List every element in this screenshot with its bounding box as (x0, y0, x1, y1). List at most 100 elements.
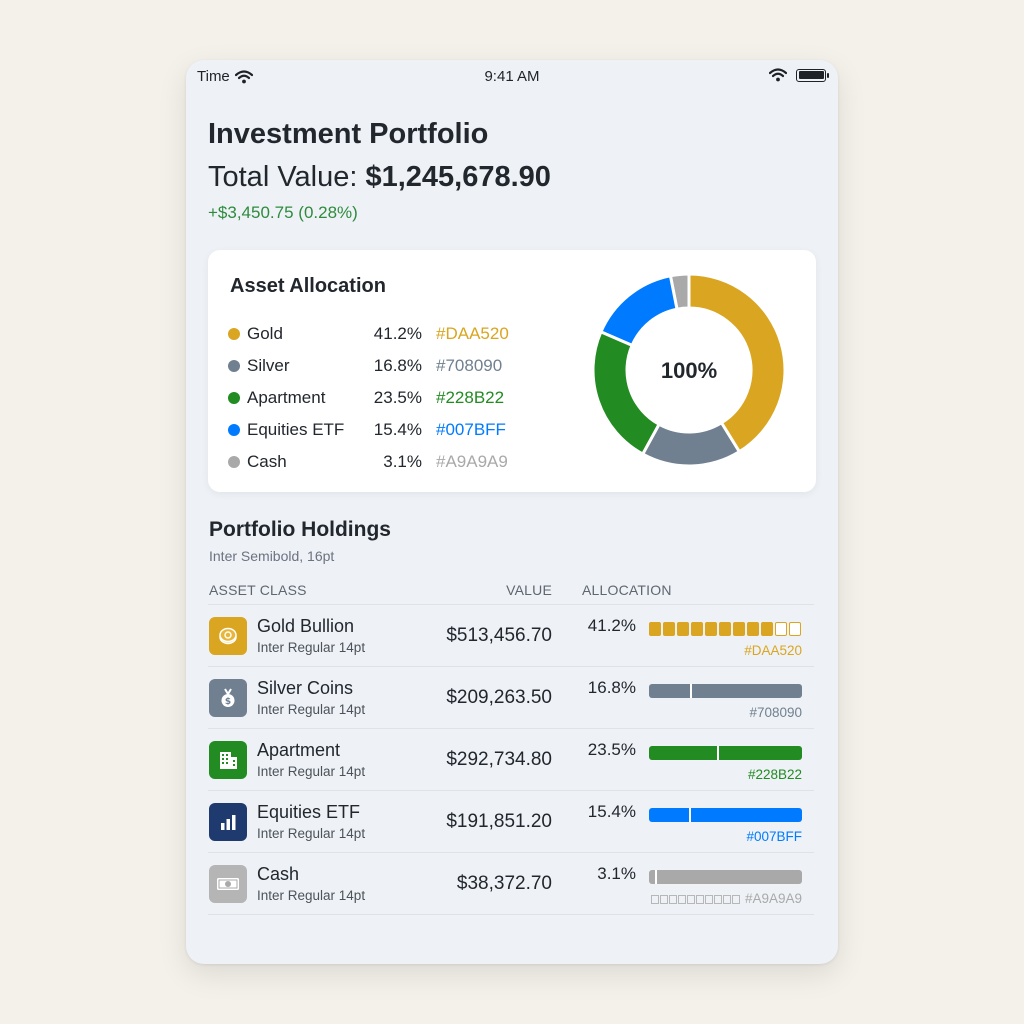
asset-subtitle: Inter Regular 14pt (257, 888, 366, 903)
asset-value: $513,456.70 (446, 625, 552, 646)
asset-hex: #DAA520 (744, 643, 802, 658)
asset-value: $38,372.70 (456, 873, 552, 894)
total-amount: $1,245,678.90 (365, 161, 551, 193)
table-row[interactable]: $ Silver Coins Inter Regular 14pt $209,263.… (208, 667, 814, 729)
asset-percent: 15.4% (587, 802, 636, 821)
status-right (769, 68, 829, 82)
asset-hex-label: #A9A9A9 (744, 891, 802, 906)
asset-hex: #228B22 (748, 767, 802, 782)
status-bar: Time 9:41 AM (186, 60, 838, 92)
legend-item: Apartment 23.5% #228B22 (228, 382, 528, 414)
allocation-bar (649, 684, 802, 698)
asset-hex-label: #228B22 (747, 767, 802, 782)
donut-slice-silver[interactable] (640, 420, 742, 468)
cash-icon (209, 865, 247, 903)
total-value: Total Value: $1,245,678.90 (208, 161, 551, 194)
silver-medal-icon: $ (209, 679, 247, 717)
asset-subtitle: Inter Regular 14pt (257, 764, 366, 779)
table-row[interactable]: Cash Inter Regular 14pt $38,372.70 3.1% #A9A… (208, 853, 814, 915)
allocation-title: Asset Allocation (230, 275, 386, 297)
allocation-bar (649, 870, 802, 884)
total-label: Total Value: (208, 161, 358, 193)
holdings-subtitle: Inter Semibold, 16pt (209, 548, 335, 564)
donut-slice-apartment[interactable] (591, 329, 662, 457)
asset-hex: #708090 (749, 705, 802, 720)
legend-name: Equities ETF (247, 420, 345, 439)
allocation-bar (649, 746, 802, 760)
donut-slice-equities-etf[interactable] (598, 274, 679, 348)
asset-name: Gold Bullion (257, 616, 355, 636)
legend-item: Cash 3.1% #A9A9A9 (228, 446, 528, 478)
asset-percent: 3.1% (597, 864, 636, 883)
column-asset-class[interactable]: ASSET CLASS (209, 582, 307, 598)
asset-percent: 23.5% (587, 740, 636, 759)
asset-hex: #A9A9A9 (650, 891, 802, 906)
asset-name: Apartment (257, 740, 341, 760)
legend-hex: #DAA520 (436, 324, 509, 343)
legend-percent: 3.1% (383, 452, 422, 471)
asset-percent: 16.8% (587, 678, 636, 697)
legend-name: Cash (247, 452, 287, 471)
asset-value: $191,851.20 (446, 811, 552, 832)
legend-color-dot (228, 424, 240, 436)
empty-segments (650, 895, 740, 904)
donut-slice-gold[interactable] (687, 272, 787, 454)
asset-subtitle: Inter Regular 14pt (257, 640, 366, 655)
legend-color-dot (228, 328, 240, 340)
legend-name: Gold (247, 324, 283, 343)
holdings-table: ASSET CLASS VALUE ALLOCATION Gold Bullio… (208, 577, 814, 915)
asset-name: Silver Coins (257, 678, 354, 698)
asset-subtitle: Inter Regular 14pt (257, 826, 366, 841)
legend-hex: #A9A9A9 (436, 452, 508, 471)
legend-percent: 15.4% (373, 420, 422, 439)
allocation-bar (649, 808, 802, 822)
legend-percent: 41.2% (373, 324, 422, 343)
asset-allocation-card: Asset Allocation Gold 41.2% #DAA520 Silver 1… (208, 250, 816, 492)
column-value[interactable]: VALUE (506, 582, 552, 598)
legend-color-dot (228, 392, 240, 404)
asset-hex-label: #DAA520 (744, 643, 802, 658)
allocation-bar (649, 622, 801, 636)
legend-hex: #708090 (436, 356, 503, 375)
table-row[interactable]: Equities ETF Inter Regular 14pt $191,851.2… (208, 791, 814, 853)
table-row[interactable]: Apartment Inter Regular 14pt $292,734.80 23… (208, 729, 814, 791)
legend-percent: 16.8% (373, 356, 422, 375)
legend-hex: #228B22 (436, 388, 505, 407)
battery-icon (796, 68, 829, 82)
allocation-legend: Gold 41.2% #DAA520 Silver 16.8% #708090 Apartm… (228, 318, 528, 478)
legend-percent: 23.5% (373, 388, 422, 407)
legend-hex: #007BFF (436, 420, 506, 439)
legend-item: Gold 41.2% #DAA520 (228, 318, 528, 350)
legend-color-dot (228, 456, 240, 468)
donut-center-label: 100% (661, 358, 717, 383)
asset-name: Cash (257, 864, 300, 884)
table-row[interactable]: Gold Bullion Inter Regular 14pt $513,456.7… (208, 605, 814, 667)
status-left: Time (197, 68, 253, 85)
asset-value: $292,734.80 (446, 749, 552, 770)
phone-screen: Time 9:41 AM Investment Portfolio Total … (186, 60, 838, 964)
allocation-donut-chart: 100% (591, 272, 787, 468)
asset-percent: 41.2% (587, 616, 636, 635)
column-allocation[interactable]: ALLOCATION (582, 582, 672, 598)
asset-subtitle: Inter Regular 14pt (257, 702, 366, 717)
page-title: Investment Portfolio (208, 118, 489, 150)
value-change: +$3,450.75 (0.28%) (208, 203, 358, 222)
wifi-icon (234, 69, 253, 83)
asset-value: $209,263.50 (446, 687, 552, 708)
carrier-label: Time (197, 68, 230, 85)
asset-hex-label: #007BFF (746, 829, 802, 844)
bar-chart-icon (209, 803, 247, 841)
asset-hex-label: #708090 (749, 705, 802, 720)
svg-text:$: $ (225, 697, 231, 707)
gold-coin-icon (209, 617, 247, 655)
legend-color-dot (228, 360, 240, 372)
status-time: 9:41 AM (484, 68, 540, 85)
asset-name: Equities ETF (257, 802, 361, 822)
legend-name: Silver (247, 356, 290, 375)
table-body: Gold Bullion Inter Regular 14pt $513,456.7… (208, 605, 814, 915)
legend-name: Apartment (247, 388, 326, 407)
holdings-title: Portfolio Holdings (209, 518, 391, 541)
legend-item: Equities ETF 15.4% #007BFF (228, 414, 528, 446)
building-icon (209, 741, 247, 779)
asset-hex: #007BFF (746, 829, 802, 844)
